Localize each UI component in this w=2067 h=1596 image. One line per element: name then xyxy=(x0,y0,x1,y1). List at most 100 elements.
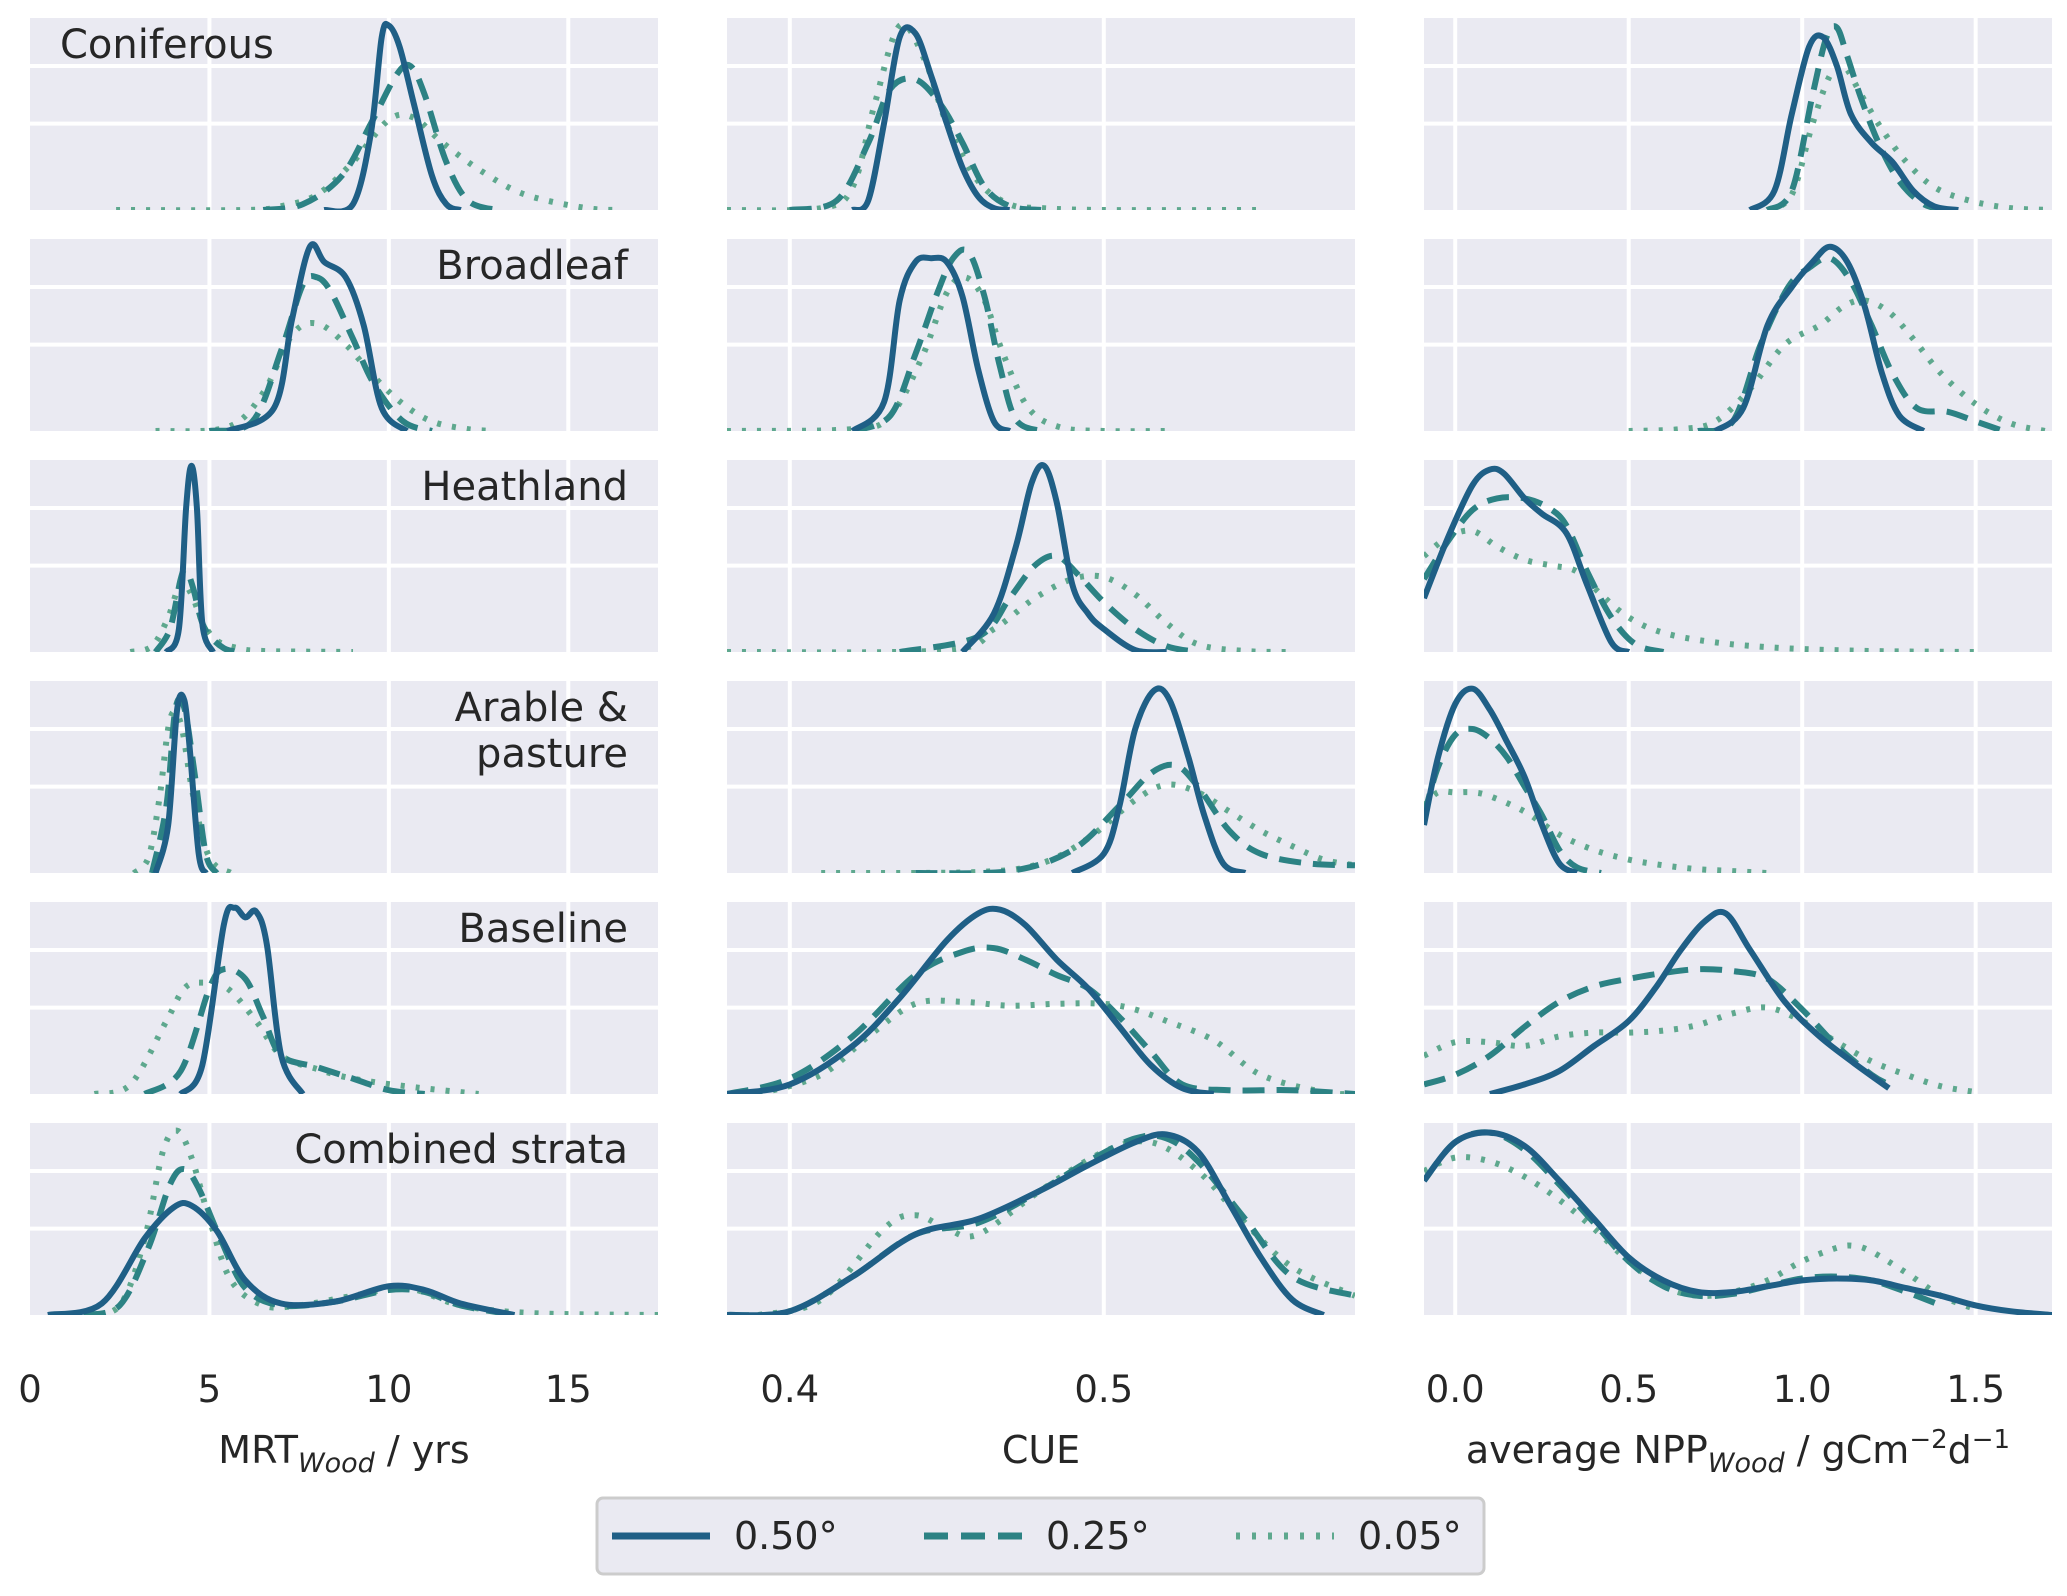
x-tick-label: 0 xyxy=(18,1368,42,1411)
panel-5-2 xyxy=(1424,1123,2052,1315)
panel-background xyxy=(30,1123,658,1315)
row-label: Heathland xyxy=(421,464,628,510)
x-axis-label: CUE xyxy=(1002,1428,1080,1472)
panel-5-1 xyxy=(727,1123,1355,1315)
series-line-050 xyxy=(1070,685,1247,873)
x-tick-label: 1.0 xyxy=(1773,1368,1832,1411)
series-line-005 xyxy=(155,320,497,431)
x-tick-label: 0.4 xyxy=(760,1368,819,1411)
panel-background xyxy=(727,1123,1355,1315)
panel-background xyxy=(30,902,658,1094)
panel-background xyxy=(1424,18,2052,210)
panel-background xyxy=(30,460,658,652)
series-line-050 xyxy=(1748,32,1959,210)
x-tick-label: 0.0 xyxy=(1426,1368,1485,1411)
series-line-025 xyxy=(789,75,1042,210)
panel-4-2 xyxy=(1424,902,2052,1094)
panel-0-0 xyxy=(30,18,658,210)
panel-5-0 xyxy=(30,1123,658,1315)
x-tick-label: 0.5 xyxy=(1074,1368,1133,1411)
panel-3-2 xyxy=(1424,681,2052,873)
x-tick-label: 10 xyxy=(365,1368,412,1411)
legend-label: 0.50° xyxy=(734,1514,838,1558)
legend-label: 0.05° xyxy=(1358,1514,1462,1558)
panel-background xyxy=(30,18,658,210)
x-tick-label: 1.5 xyxy=(1946,1368,2005,1411)
x-tick-label: 15 xyxy=(545,1368,592,1411)
row-label: Broadleaf xyxy=(436,243,629,289)
panel-4-1 xyxy=(727,902,1355,1094)
series-line-025 xyxy=(1765,23,1949,210)
series-line-050 xyxy=(178,903,306,1094)
panel-background xyxy=(727,18,1355,210)
series-line-025 xyxy=(1424,725,1602,873)
x-tick-label: 0.5 xyxy=(1599,1368,1658,1411)
row-label: Coniferous xyxy=(60,22,274,68)
series-line-005 xyxy=(131,708,233,873)
series-line-025 xyxy=(727,944,1355,1094)
series-line-005 xyxy=(1628,297,2046,431)
series-line-050 xyxy=(851,24,1010,210)
series-line-050 xyxy=(152,691,209,873)
series-line-025 xyxy=(1424,494,1665,652)
series-line-050 xyxy=(1424,1129,2052,1315)
legend-label: 0.25° xyxy=(1046,1514,1150,1558)
panel-background xyxy=(1424,1123,2052,1315)
panel-1-1 xyxy=(727,239,1355,431)
series-line-050 xyxy=(727,1131,1325,1315)
panel-background xyxy=(727,239,1355,431)
series-line-025 xyxy=(727,1132,1355,1315)
series-line-005 xyxy=(757,1138,1355,1315)
panel-2-0 xyxy=(30,460,658,652)
panel-3-0 xyxy=(30,681,658,873)
series-line-050 xyxy=(226,241,409,431)
panel-background xyxy=(1424,460,2052,652)
x-axes: 0 5 10 15 MRTWood / yrs 0.4 0.5 CUE 0.0 0.5 1.0 1.5… xyxy=(18,1368,2010,1479)
series-line-050 xyxy=(1713,243,1926,431)
legend: 0.50° 0.25° 0.05° xyxy=(595,1496,1486,1576)
series-line-005 xyxy=(1424,527,1976,652)
x-axis-label: MRTWood / yrs xyxy=(218,1428,469,1479)
series-line-025 xyxy=(1424,966,1891,1088)
series-line-050 xyxy=(163,462,216,652)
x-tick-label: 5 xyxy=(198,1368,222,1411)
series-line-050 xyxy=(47,1200,516,1315)
panel-1-0 xyxy=(30,239,658,431)
row-label: Arable & xyxy=(455,685,628,731)
series-line-050 xyxy=(1424,465,1631,652)
panel-0-2 xyxy=(1424,18,2052,210)
panel-background xyxy=(727,460,1355,652)
panel-background xyxy=(727,681,1355,873)
series-line-050 xyxy=(1424,685,1579,873)
panel-3-1 xyxy=(727,681,1355,873)
series-line-005 xyxy=(1424,1004,1977,1094)
panel-2-2 xyxy=(1424,460,2052,652)
series-line-050 xyxy=(1489,908,1891,1094)
series-line-005 xyxy=(1424,788,1768,873)
series-line-025 xyxy=(153,565,246,652)
series-line-050 xyxy=(850,254,1012,431)
panel-2-1 xyxy=(727,460,1355,652)
series-line-005 xyxy=(821,781,1355,873)
panel-background xyxy=(30,681,658,873)
panel-4-0 xyxy=(30,902,658,1094)
x-axis-label: average NPPWood / gCm−2d−1 xyxy=(1466,1425,2010,1479)
series-line-050 xyxy=(323,20,462,210)
series-line-025 xyxy=(208,273,433,431)
row-label: Baseline xyxy=(458,906,628,952)
panel-background xyxy=(1424,239,2052,431)
panel-background xyxy=(1424,681,2052,873)
series-line-050 xyxy=(960,462,1167,652)
series-line-025 xyxy=(143,965,426,1094)
series-line-025 xyxy=(851,246,1043,431)
row-labels: Coniferous Broadleaf Heathland Arable &past… xyxy=(60,22,629,1173)
panel-0-1 xyxy=(727,18,1355,210)
series-line-050 xyxy=(727,905,1215,1094)
row-label: pasture xyxy=(476,731,628,777)
series-line-005 xyxy=(727,274,1167,431)
panel-grid xyxy=(30,18,2052,1315)
legend-frame xyxy=(595,1496,1486,1576)
panel-1-2 xyxy=(1424,239,2052,431)
series-line-005 xyxy=(1765,61,2052,210)
